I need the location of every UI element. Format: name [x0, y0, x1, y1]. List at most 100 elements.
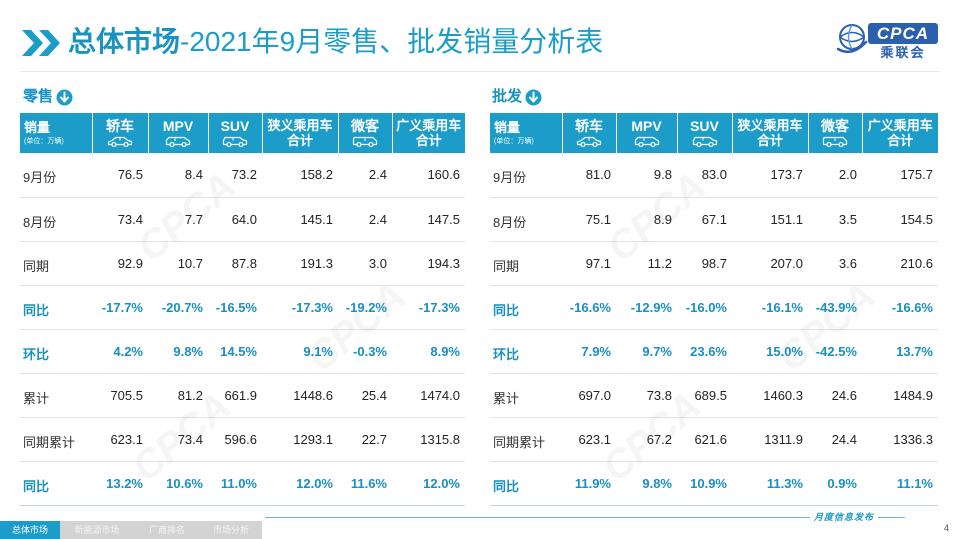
column-header-mpv: MPV	[615, 113, 677, 153]
table-row: 累计 697.0 73.8 689.5 1460.3 24.6 1484.9	[490, 373, 938, 418]
table-row: 8月份 73.4 7.7 64.0 145.1 2.4 147.5	[20, 197, 465, 242]
table-row: 9月份 76.5 8.4 73.2 158.2 2.4 160.6	[20, 153, 465, 198]
column-header-narrow-pv-total: 狭义乘用车 合计	[731, 113, 808, 153]
table-cell: 1293.1	[262, 417, 338, 462]
table-cell: 3.5	[808, 197, 862, 242]
nav-tab-overall-market[interactable]: 总体市场	[0, 521, 60, 539]
title-divider	[20, 71, 940, 72]
sedan-icon	[563, 136, 616, 148]
table-cell: 98.7	[677, 241, 732, 286]
table-cell: 2.4	[338, 153, 392, 198]
table-cell: 9.7%	[616, 329, 677, 374]
logo-name: 乘联会	[880, 45, 926, 60]
row-label: 8月份	[490, 197, 562, 242]
table-cell: -42.5%	[808, 329, 862, 374]
minivan-icon	[809, 136, 862, 148]
column-header-broad-pv-total: 广义乘用车 合计	[861, 113, 938, 153]
footer-divider	[265, 517, 905, 518]
column-header-minivan: 微客	[807, 113, 862, 153]
table-cell: 10.6%	[148, 461, 208, 506]
wholesale-section-title: 批发	[492, 88, 523, 105]
column-header-label: 微客	[351, 118, 379, 134]
table-cell: 92.9	[92, 241, 148, 286]
table-cell: 73.8	[616, 373, 677, 418]
column-header-unit: 销量 (单位：万辆)	[20, 113, 92, 153]
table-cell: 23.6%	[677, 329, 732, 374]
page-title-sub: -2021年9月零售、批发销量分析表	[180, 26, 604, 57]
table-cell: 81.0	[562, 153, 616, 198]
mpv-icon	[617, 136, 677, 148]
table-cell: 145.1	[262, 197, 338, 242]
table-header-row: 销量 (单位：万辆) 轿车 MPV SUV 狭义乘用车 合计 微客 广义乘用车 合计	[490, 113, 938, 153]
footer-tag: 月度信息发布	[810, 511, 879, 523]
table-cell: 1460.3	[732, 373, 808, 418]
table-cell: -12.9%	[616, 285, 677, 330]
table-cell: -16.1%	[732, 285, 808, 330]
column-header-label: SUV	[690, 118, 719, 134]
table-cell: 67.2	[616, 417, 677, 462]
row-label: 同期	[20, 241, 92, 286]
row-label: 同比	[490, 285, 562, 330]
retail-table: 销量 (单位：万辆) 轿车 MPV SUV 狭义乘用车 合计 微客 广义乘用车 合计 9月份 7…	[20, 113, 465, 506]
table-cell: 154.5	[862, 197, 938, 242]
table-cell: 596.6	[208, 417, 262, 462]
nav-tab-new-energy-market[interactable]: 新能源市场	[60, 521, 134, 539]
row-label: 累计	[20, 373, 92, 418]
table-row: 环比 4.2% 9.8% 14.5% 9.1% -0.3% 8.9%	[20, 329, 465, 374]
table-cell: 14.5%	[208, 329, 262, 374]
table-cell: 73.4	[148, 417, 208, 462]
wholesale-table: 销量 (单位：万辆) 轿车 MPV SUV 狭义乘用车 合计 微客 广义乘用车 合计 9月份 8…	[490, 113, 938, 506]
table-cell: 11.2	[616, 241, 677, 286]
column-header-label: 合计	[286, 133, 313, 148]
column-header-suv: SUV	[207, 113, 262, 153]
retail-section-title: 零售	[23, 88, 54, 105]
table-cell: 11.6%	[338, 461, 392, 506]
table-cell: 2.4	[338, 197, 392, 242]
table-cell: 147.5	[392, 197, 465, 242]
row-label: 同期	[490, 241, 562, 286]
nav-tab-maker-ranking[interactable]: 厂商排名	[134, 521, 200, 539]
nav-tab-market-analysis[interactable]: 市场分析	[200, 521, 262, 539]
table-cell: 22.7	[338, 417, 392, 462]
row-label: 同比	[20, 461, 92, 506]
unit-note: (单位：万辆)	[24, 137, 64, 145]
table-cell: -19.2%	[338, 285, 392, 330]
table-cell: 689.5	[677, 373, 732, 418]
table-cell: 151.1	[732, 197, 808, 242]
table-cell: 9.8	[616, 153, 677, 198]
table-row: 同比 -16.6% -12.9% -16.0% -16.1% -43.9% -16.6%	[490, 285, 938, 330]
column-header-label: 轿车	[575, 118, 603, 134]
retail-section-label: 零售	[23, 87, 73, 107]
table-cell: 623.1	[562, 417, 616, 462]
page-title-main: 总体市场	[68, 26, 181, 57]
table-cell: 1448.6	[262, 373, 338, 418]
table-cell: 160.6	[392, 153, 465, 198]
row-label: 同比	[20, 285, 92, 330]
table-cell: 2.0	[808, 153, 862, 198]
table-cell: 10.7	[148, 241, 208, 286]
table-cell: 13.2%	[92, 461, 148, 506]
table-cell: 25.4	[338, 373, 392, 418]
table-cell: 75.1	[562, 197, 616, 242]
unit-label: 销量	[24, 119, 51, 135]
table-cell: 8.9	[616, 197, 677, 242]
table-cell: 64.0	[208, 197, 262, 242]
table-row: 同期累计 623.1 73.4 596.6 1293.1 22.7 1315.8	[20, 417, 465, 462]
column-header-label: 合计	[887, 133, 914, 148]
mpv-icon	[149, 136, 208, 148]
table-cell: -17.7%	[92, 285, 148, 330]
row-label: 9月份	[490, 153, 562, 198]
table-cell: 76.5	[92, 153, 148, 198]
column-header-minivan: 微客	[337, 113, 392, 153]
row-label: 同比	[490, 461, 562, 506]
table-cell: 24.4	[808, 417, 862, 462]
table-cell: 621.6	[677, 417, 732, 462]
table-row: 8月份 75.1 8.9 67.1 151.1 3.5 154.5	[490, 197, 938, 242]
sedan-icon	[93, 136, 148, 148]
table-row: 9月份 81.0 9.8 83.0 173.7 2.0 175.7	[490, 153, 938, 198]
column-header-label: 合计	[415, 133, 442, 148]
table-cell: 11.9%	[562, 461, 616, 506]
table-cell: -16.6%	[862, 285, 938, 330]
table-cell: 73.2	[208, 153, 262, 198]
table-row: 同期 92.9 10.7 87.8 191.3 3.0 194.3	[20, 241, 465, 286]
